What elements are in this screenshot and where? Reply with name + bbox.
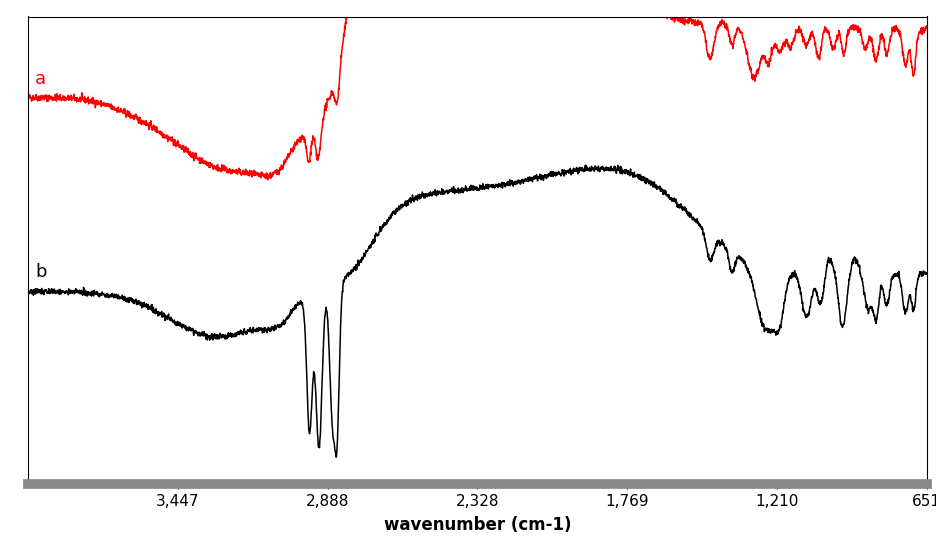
Text: a: a xyxy=(35,69,46,87)
Text: b: b xyxy=(35,263,47,281)
X-axis label: wavenumber (cm-1): wavenumber (cm-1) xyxy=(384,516,571,534)
